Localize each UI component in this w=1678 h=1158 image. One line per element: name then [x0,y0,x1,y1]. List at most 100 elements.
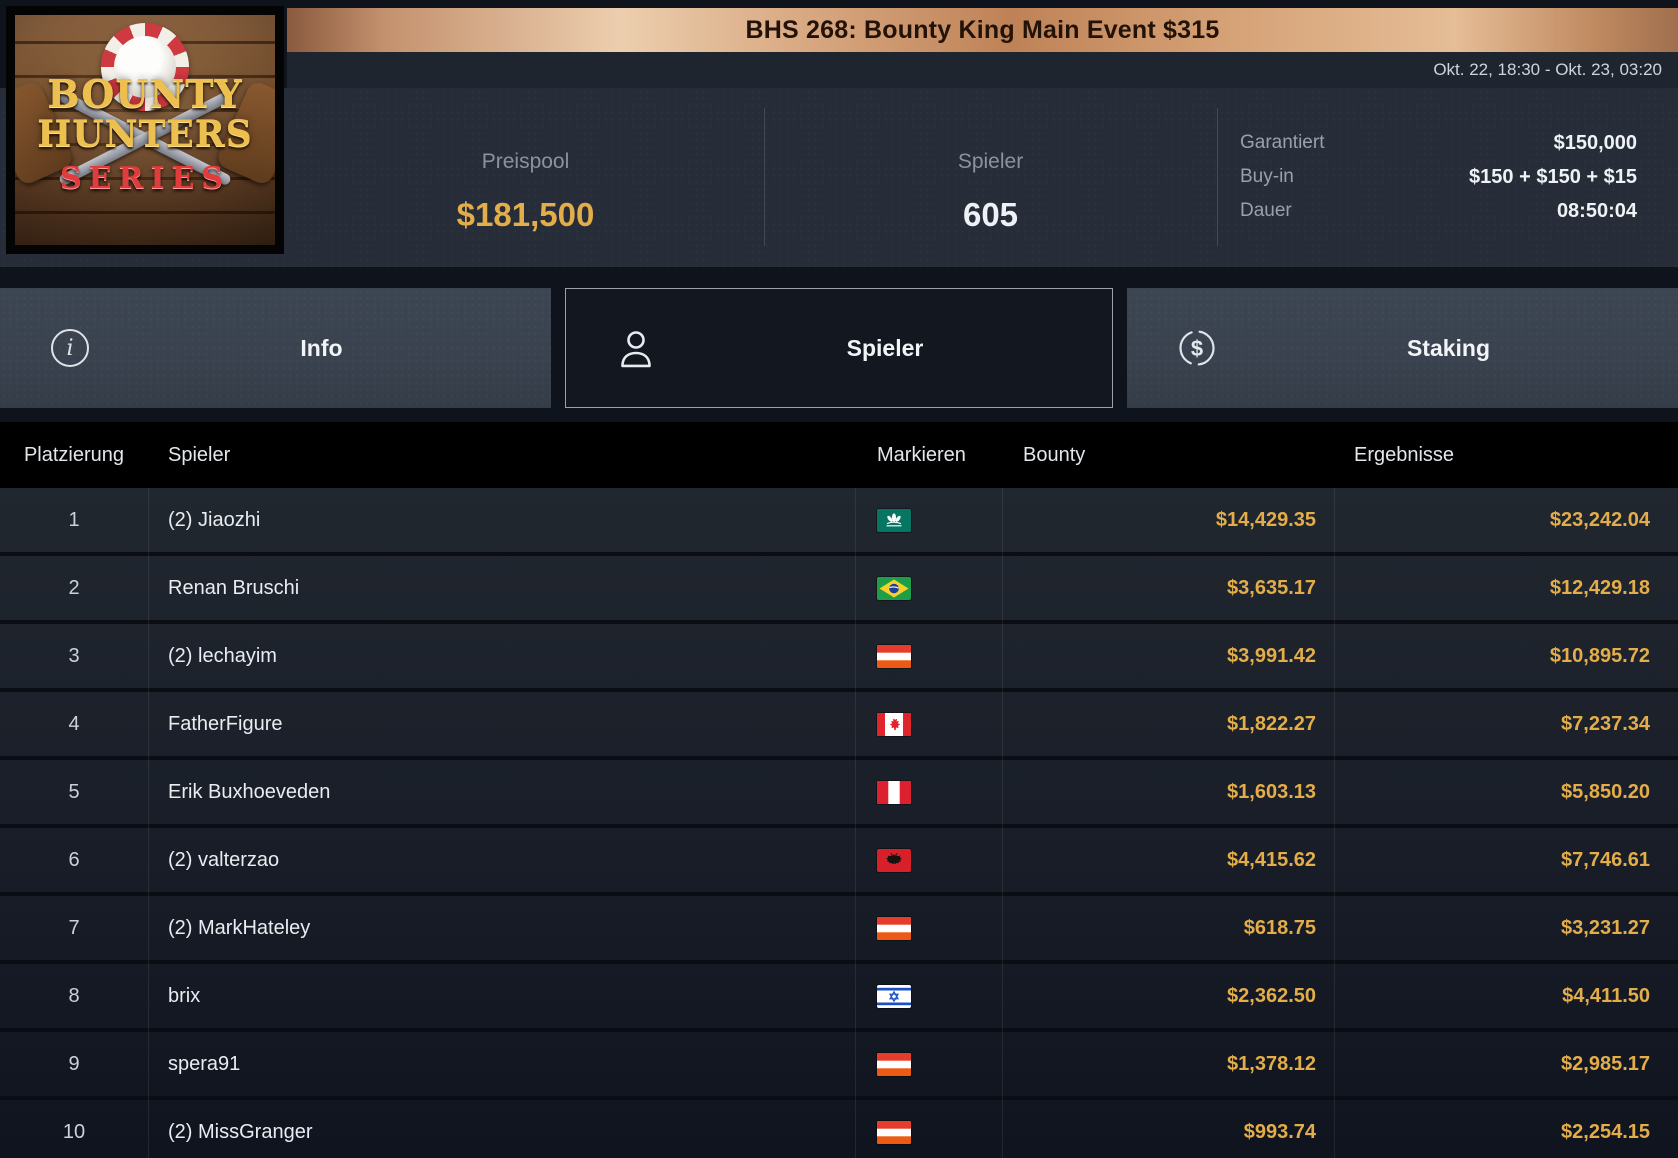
rank-cell: 2 [68,576,80,599]
logo-line-hunters: HUNTERS [37,113,253,155]
peru-flag-icon [877,780,911,804]
tab-spieler[interactable]: Spieler [565,288,1113,408]
result-value: $7,237.34 [1561,712,1650,735]
flag-cell [855,780,1002,804]
player-name: spera91 [168,1052,241,1075]
rank-cell: 9 [68,1052,80,1075]
flag-cell [855,1120,1002,1144]
albania-flag-icon [877,848,911,872]
rank-cell: 5 [68,780,80,803]
prizepool-stat: Preispool $181,500 [287,88,764,267]
buyin-value: $150 + $150 + $15 [1469,165,1637,188]
result-value: $12,429.18 [1549,576,1650,599]
logo-line-bounty: BOUNTY [47,71,243,116]
prizepool-value: $181,500 [456,196,595,233]
player-name: Erik Buxhoeveden [168,780,331,803]
table-row[interactable]: 9 spera91 $1,378.12 $2,985.17 [0,1028,1678,1096]
person-icon [614,327,658,369]
results-table-body: 1 (2) Jiaozhi $14,429.35 $23,242.04 2 Renan … [0,488,1678,1158]
tab-staking-label: Staking [1406,334,1491,361]
bounty-value: $618.75 [1243,916,1316,939]
rank-cell: 1 [68,508,80,531]
player-name: Renan Bruschi [168,576,300,599]
rank-cell: 7 [68,916,80,939]
flag-cell [855,984,1002,1008]
column-divider [1334,488,1335,1158]
flag-cell [855,576,1002,600]
result-value: $10,895.72 [1549,644,1650,667]
result-value: $7,746.61 [1561,848,1650,871]
flag-cell [855,644,1002,668]
table-row[interactable]: 2 Renan Bruschi $3,635.17 $12,429.18 [0,552,1678,620]
duration-label: Dauer [1240,200,1292,221]
table-row[interactable]: 10 (2) MissGranger $993.74 $2,254.15 [0,1096,1678,1158]
bounty-value: $4,415.62 [1227,848,1316,871]
logo-wood-background: BOUNTY HUNTERS SERIES [15,15,275,245]
players-stat: Spieler 605 [764,88,1217,267]
result-value: $2,254.15 [1561,1120,1650,1143]
result-value: $5,850.20 [1561,780,1650,803]
results-table-header: Platzierung Spieler Markieren Bounty Erg… [0,422,1678,488]
tab-bar: i Info Spieler $ Staking [0,288,1678,408]
flag-cell [855,1052,1002,1076]
bounty-hunters-series-logo: BOUNTY HUNTERS SERIES [6,6,284,254]
buyin-row: Buy-in $150 + $150 + $15 [1240,160,1637,194]
guarantee-label: Garantiert [1240,132,1325,153]
bounty-value: $1,603.13 [1227,780,1316,803]
rank-cell: 10 [62,1120,86,1143]
canada-flag-icon [877,712,911,736]
poker-chip-icon [101,23,189,111]
stat-details: Garantiert $150,000 Buy-in $150 + $150 +… [1240,126,1637,228]
column-header-spieler: Spieler [168,443,231,466]
result-value: $4,411.50 [1562,984,1650,1007]
rank-cell: 3 [68,644,80,667]
bounty-value: $993.74 [1243,1120,1316,1143]
table-row[interactable]: 6 (2) valterzao $4,415.62 $7,746.61 [0,824,1678,892]
column-header-markieren: Markieren [877,443,966,466]
column-header-ergebnisse: Ergebnisse [1354,443,1455,466]
column-divider [1002,488,1003,1158]
date-strip: Okt. 22, 18:30 - Okt. 23, 03:20 [287,52,1678,88]
player-name: (2) lechayim [168,644,277,667]
flag-cell [855,712,1002,736]
table-row[interactable]: 7 (2) MarkHateley $618.75 $3,231.27 [0,892,1678,960]
guarantee-row: Garantiert $150,000 [1240,126,1637,160]
logo-line-series: SERIES [59,161,231,196]
rank-cell: 6 [68,848,80,871]
brazil-flag-icon [877,576,911,600]
tournament-banner: BHS 268: Bounty King Main Event $315 [287,8,1678,52]
bounty-value: $1,378.12 [1227,1052,1316,1075]
bounty-value: $3,635.17 [1227,576,1316,599]
table-row[interactable]: 5 Erik Buxhoeveden $1,603.13 $5,850.20 [0,756,1678,824]
tab-staking[interactable]: $ Staking [1127,288,1678,408]
result-value: $3,231.27 [1561,916,1650,939]
tab-info[interactable]: i Info [0,288,551,408]
rank-cell: 8 [68,984,80,1007]
player-name: (2) MarkHateley [168,916,311,939]
column-header-platzierung: Platzierung [23,443,125,466]
column-divider [148,488,149,1158]
column-header-bounty: Bounty [1023,443,1086,466]
duration-row: Dauer 08:50:04 [1240,194,1637,228]
table-row[interactable]: 3 (2) lechayim $3,991.42 $10,895.72 [0,620,1678,688]
bounty-value: $2,362.50 [1227,984,1316,1007]
player-name: brix [168,984,201,1007]
result-value: $23,242.04 [1549,508,1650,531]
flag-cell [855,916,1002,940]
duration-value: 08:50:04 [1556,199,1637,222]
table-row[interactable]: 1 (2) Jiaozhi $14,429.35 $23,242.04 [0,488,1678,552]
players-label: Spieler [957,150,1024,173]
svg-text:$: $ [1191,336,1203,361]
dollar-circle-icon: $ [1175,326,1219,370]
tournament-date-range: Okt. 22, 18:30 - Okt. 23, 03:20 [1433,60,1662,79]
result-value: $2,985.17 [1561,1052,1650,1075]
player-name: FatherFigure [168,712,283,735]
table-row[interactable]: 8 brix $2,362.50 $4,411.50 [0,960,1678,1028]
column-divider [855,488,856,1158]
prizepool-label: Preispool [481,150,570,173]
table-row[interactable]: 4 FatherFigure $1,822.27 $7,237.34 [0,688,1678,756]
bounty-value: $14,429.35 [1215,508,1316,531]
tab-info-label: Info [300,334,343,361]
israel-flag-icon [877,984,911,1008]
tab-spieler-label: Spieler [846,334,924,361]
